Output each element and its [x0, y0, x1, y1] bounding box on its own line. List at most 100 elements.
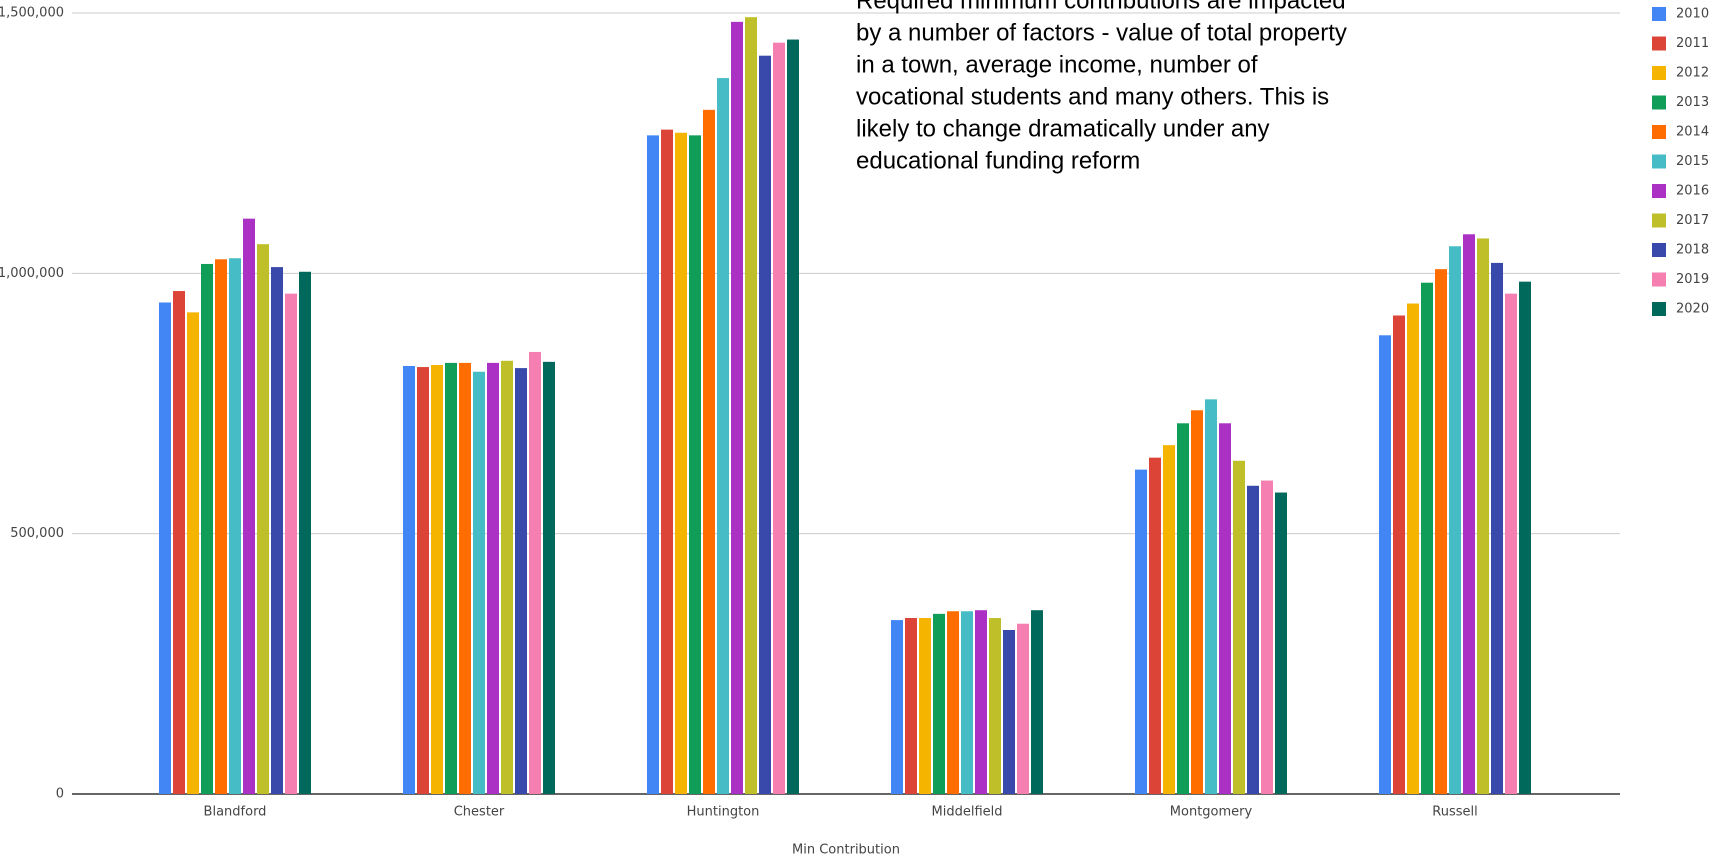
bar: [201, 263, 213, 795]
bar: [1275, 492, 1287, 794]
legend-label: 2015: [1676, 154, 1709, 169]
legend-swatch: [1652, 184, 1666, 198]
bar: [759, 55, 771, 795]
y-tick-label: 0: [56, 787, 64, 802]
legend-swatch: [1652, 7, 1666, 21]
bar: [1003, 629, 1015, 794]
bar: [417, 367, 429, 794]
bar: [647, 135, 659, 794]
y-tick-label: 1,000,000: [0, 266, 64, 281]
bar: [891, 620, 903, 794]
legend-swatch: [1652, 213, 1666, 228]
bar: [1421, 282, 1433, 794]
bar: [543, 361, 555, 794]
bar: [1393, 315, 1405, 794]
legend-swatch: [1652, 154, 1666, 169]
x-tick-label: Chester: [454, 805, 505, 820]
bar: [515, 368, 527, 794]
bar: [1219, 423, 1231, 794]
bar: [1477, 238, 1489, 794]
bar: [403, 366, 415, 794]
bar: [1017, 623, 1029, 794]
bar: [1519, 281, 1531, 794]
bar: [285, 293, 297, 794]
bar: [745, 17, 757, 794]
bar: [933, 613, 945, 794]
legend-swatch: [1652, 272, 1666, 287]
legend-label: 2020: [1676, 302, 1709, 317]
legend-label: 2010: [1676, 7, 1709, 22]
legend-label: 2016: [1676, 184, 1709, 199]
bar: [431, 364, 443, 794]
bar: [271, 267, 283, 794]
bar: [473, 371, 485, 794]
bar: [229, 258, 241, 794]
annotation-line: in a town, average income, number of: [856, 51, 1258, 78]
bar: [173, 291, 185, 794]
bar: [703, 109, 715, 795]
bar: [445, 362, 457, 794]
bar: [1163, 445, 1175, 794]
bar: [243, 218, 255, 794]
bar: [661, 129, 673, 794]
bar: [1191, 410, 1203, 794]
bar: [961, 611, 973, 794]
legend-label: 2019: [1676, 272, 1709, 287]
bar: [689, 135, 701, 794]
bar: [1031, 610, 1043, 794]
bar: [717, 78, 729, 795]
bar: [919, 618, 931, 794]
bar: [1149, 457, 1161, 794]
bar: [159, 302, 171, 794]
x-tick-label: Blandford: [204, 805, 267, 820]
bar: [299, 271, 311, 794]
x-axis-label: Min Contribution: [792, 843, 900, 855]
bar: [773, 42, 785, 795]
bar: [905, 618, 917, 794]
annotation-line: Required minimum contributions are impac…: [856, 0, 1346, 14]
bar: [1379, 335, 1391, 794]
bar: [675, 132, 687, 795]
y-tick-label: 1,500,000: [0, 6, 64, 21]
legend-label: 2018: [1676, 243, 1709, 258]
bar: [1261, 480, 1273, 794]
legend-swatch: [1652, 125, 1666, 139]
bar: [975, 610, 987, 794]
legend-swatch: [1652, 243, 1666, 257]
y-tick-label: 500,000: [10, 526, 64, 541]
x-tick-label: Russell: [1432, 805, 1477, 820]
legend-label: 2014: [1676, 125, 1709, 140]
bar: [1247, 485, 1259, 794]
bar: [1505, 293, 1517, 794]
bar: [1135, 469, 1147, 794]
x-tick-label: Huntington: [687, 805, 760, 820]
bar: [187, 312, 199, 794]
bar: [1205, 399, 1217, 794]
bar: [487, 362, 499, 794]
legend-label: 2017: [1676, 213, 1709, 228]
bar: [501, 360, 513, 794]
bar: [1435, 269, 1447, 795]
legend-swatch: [1652, 66, 1666, 80]
legend-swatch: [1652, 36, 1666, 51]
legend-label: 2012: [1676, 66, 1709, 81]
x-tick-label: Middelfield: [932, 805, 1003, 820]
bar: [947, 611, 959, 794]
bar: [989, 618, 1001, 794]
bar: [1463, 234, 1475, 795]
bar: [1407, 303, 1419, 794]
bar: [215, 259, 227, 794]
annotation-line: by a number of factors - value of total …: [856, 19, 1347, 46]
bar: [787, 39, 799, 794]
legend-label: 2013: [1676, 95, 1709, 110]
legend-label: 2011: [1676, 36, 1709, 51]
bar: [731, 21, 743, 795]
bar: [257, 244, 269, 794]
annotation-line: vocational students and many others. Thi…: [856, 83, 1329, 110]
bar: [1233, 460, 1245, 794]
annotation-line: likely to change dramatically under any: [856, 115, 1270, 142]
bar: [1177, 423, 1189, 794]
bar: [459, 362, 471, 794]
